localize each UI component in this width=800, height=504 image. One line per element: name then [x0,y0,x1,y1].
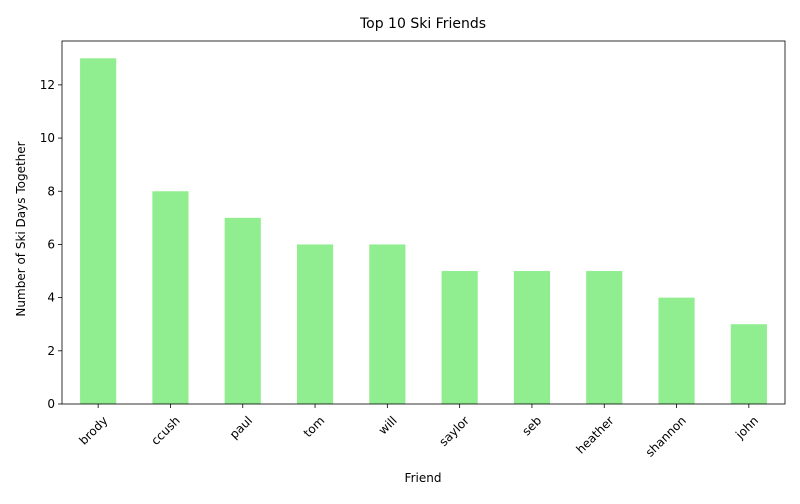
y-tick-label: 4 [47,291,55,305]
bar-shannon [658,297,695,404]
bar-brody [80,58,117,404]
x-tick-label: saylor [436,413,472,449]
bar-john [730,324,767,404]
bar-will [369,244,406,404]
x-tick-label: will [376,413,400,437]
x-tick-label: brody [76,413,110,447]
y-tick-label: 12 [40,78,55,92]
x-tick-label: tom [301,413,328,440]
chart-title: Top 10 Ski Friends [359,16,486,32]
x-tick-label: shannon [643,413,689,459]
bar-ccush [152,191,189,404]
y-tick-label: 10 [40,131,55,145]
y-tick-label: 2 [47,344,55,358]
x-tick-label: ccush [148,413,182,447]
plot-frame [61,40,786,405]
y-tick-label: 8 [47,184,55,198]
bar-seb [513,271,551,404]
axes-layer [61,40,786,405]
x-tick-label: john [732,413,761,442]
x-tick-label: paul [227,413,255,441]
y-axis-label: Number of Ski Days Together [14,141,28,316]
bar-heather [586,271,623,404]
bar-tom [296,244,334,404]
bar-paul [224,217,261,404]
bars-layer [80,58,767,404]
x-tick-label: heather [573,413,616,456]
y-tick-label: 0 [47,397,55,411]
x-tick-label: seb [519,413,544,438]
bar-saylor [441,271,478,404]
x-axis-label: Friend [405,471,442,485]
y-tick-label: 6 [47,237,55,251]
